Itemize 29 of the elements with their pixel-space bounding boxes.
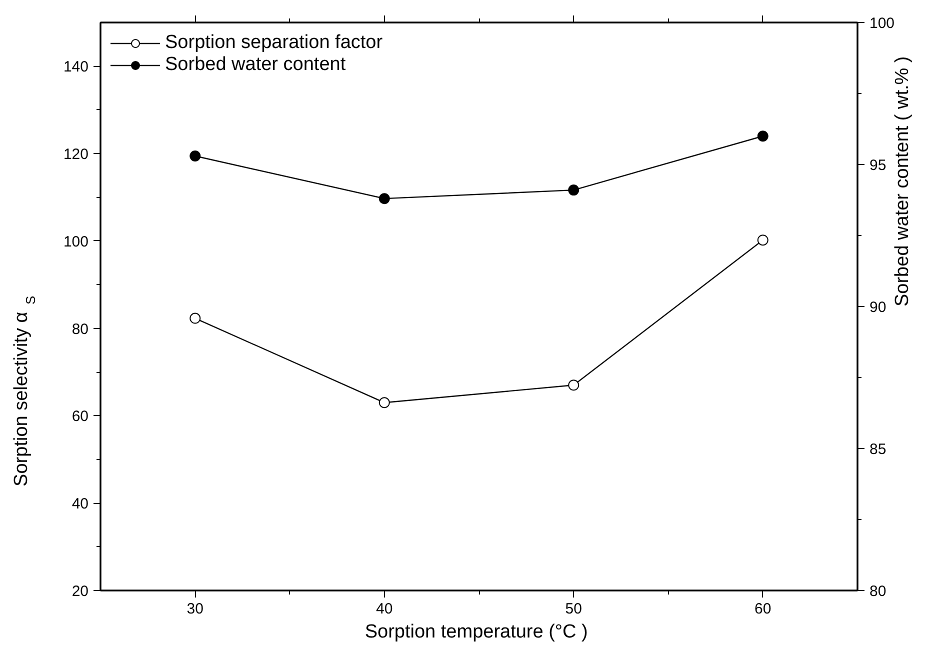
- point: [757, 130, 768, 142]
- y-tick-label: 140: [63, 58, 89, 76]
- point: [190, 150, 201, 162]
- legend-label: Sorption separation factor: [165, 32, 383, 54]
- point: [378, 193, 390, 204]
- y-tick-label: 40: [72, 496, 89, 513]
- y-axis-title: Sorption selectivity αS: [11, 296, 38, 486]
- point: [757, 234, 768, 246]
- y-tick-label: 100: [63, 233, 89, 250]
- x-tick-label: 60: [754, 600, 772, 618]
- y2-axis-title: Sorbed water content ( wt.% ): [892, 56, 914, 306]
- point: [568, 184, 580, 196]
- x-tick-label: 30: [186, 600, 204, 618]
- point: [378, 397, 390, 408]
- x-tick-label: 50: [565, 600, 582, 618]
- point: [568, 380, 580, 391]
- legend-label: Sorbed water content: [165, 54, 346, 76]
- y2-tick-label: 85: [870, 441, 886, 458]
- y-tick-label: 80: [72, 320, 89, 338]
- y-tick-label: 120: [63, 146, 89, 164]
- y-tick-label: 60: [72, 408, 89, 426]
- x-axis-title: Sorption temperature (°C ): [364, 622, 588, 642]
- y2-tick-label: 90: [870, 299, 886, 316]
- y2-tick-label: 100: [870, 15, 895, 32]
- y2-tick-label: 95: [870, 157, 886, 174]
- y-tick-label: 20: [72, 583, 89, 600]
- point: [190, 312, 201, 324]
- y2-tick-label: 80: [870, 583, 886, 600]
- x-tick-label: 40: [376, 600, 393, 618]
